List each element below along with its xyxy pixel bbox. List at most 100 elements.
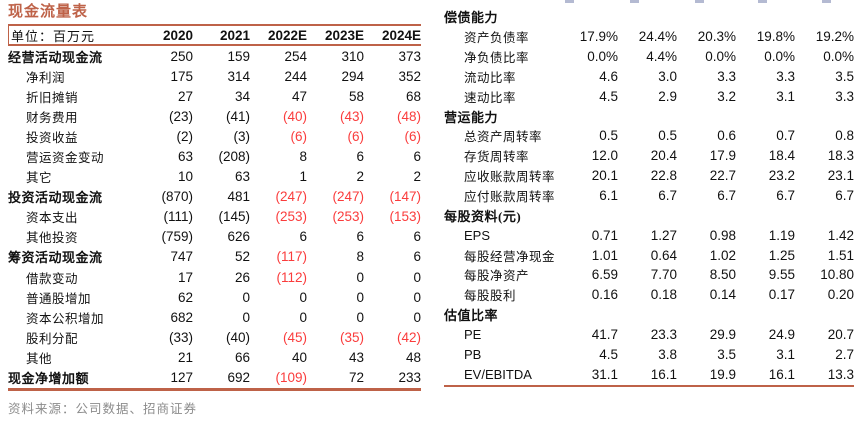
row-label: EV/EBITDA	[464, 366, 532, 382]
value-cell: 26	[234, 269, 250, 285]
row-label: 每股经营净现金	[464, 249, 556, 264]
row-label: 投资收益	[26, 130, 79, 145]
value-cell: 16.1	[650, 366, 677, 382]
row-label: 每股净资产	[464, 269, 530, 284]
value-cell: 3.8	[658, 346, 677, 362]
value-cell: 0.5	[658, 128, 677, 144]
value-cell: 2.7	[835, 346, 854, 362]
value-cell: 233	[398, 370, 421, 386]
value-cell: 747	[170, 249, 193, 265]
value-cell: 1.01	[591, 247, 618, 263]
table-row: 筹资活动现金流 747 52 (117) 8 6	[8, 247, 421, 267]
value-cell: 3.2	[717, 88, 736, 104]
source-note: 资料来源：公司数据、招商证券	[8, 401, 198, 416]
value-cell: 6.7	[776, 188, 795, 204]
value-cell: 2	[356, 169, 364, 185]
table-row: 每股股利 0.16 0.18 0.14 0.17 0.20	[444, 285, 854, 305]
row-label: 筹资活动现金流	[8, 250, 103, 266]
value-cell: 13.3	[827, 366, 854, 382]
table-row: EPS 0.71 1.27 0.98 1.19 1.42	[444, 225, 854, 245]
value-cell: 682	[170, 309, 193, 325]
table-row: 投资收益 (2) (3) (6) (6) (6)	[8, 126, 421, 146]
value-cell: 0.71	[591, 227, 618, 243]
value-cell: 352	[398, 68, 421, 84]
value-cell: 1.51	[827, 247, 854, 263]
year-cell: 2021	[219, 27, 250, 43]
value-cell: (35)	[339, 329, 364, 345]
value-cell: 373	[398, 48, 421, 64]
row-label: 速动比率	[464, 90, 517, 105]
year-cell: 2022E	[267, 27, 307, 43]
value-cell: 29.9	[709, 326, 736, 342]
value-cell: 52	[234, 249, 250, 265]
value-cell: 43	[348, 349, 364, 365]
row-label: 借款变动	[26, 271, 79, 286]
value-cell: 6.59	[591, 267, 618, 283]
row-label: 净利润	[26, 70, 66, 85]
value-cell: 3.1	[776, 88, 795, 104]
value-cell: 127	[170, 370, 193, 386]
value-cell: (43)	[339, 108, 364, 124]
value-cell: 10.80	[820, 267, 854, 283]
value-cell: (145)	[218, 209, 250, 225]
value-cell: 0.0%	[705, 49, 736, 65]
value-cell: 16.1	[768, 366, 795, 382]
value-cell: 3.5	[835, 68, 854, 84]
value-cell: 4.5	[599, 346, 618, 362]
value-cell: 6.7	[658, 188, 677, 204]
value-cell: 2	[413, 169, 421, 185]
table-row: 经营活动现金流 250 159 254 310 373	[8, 46, 421, 66]
value-cell: 0.98	[709, 227, 736, 243]
value-cell: (247)	[275, 189, 307, 205]
value-cell: 1.42	[827, 227, 854, 243]
value-cell: 0.17	[768, 287, 795, 303]
value-cell: (48)	[396, 108, 421, 124]
value-cell: 1.02	[709, 247, 736, 263]
value-cell: 21	[177, 349, 193, 365]
row-label: 流动比率	[464, 70, 517, 85]
row-label: EPS	[464, 227, 491, 243]
ratio-rows: 偿债能力 资产负债率 17.9% 24.4% 20.3% 19.8% 19.2% 净负债比率 0…	[444, 7, 854, 384]
value-cell: 6	[413, 249, 421, 265]
value-cell: (23)	[168, 108, 193, 124]
value-cell: 0	[356, 289, 364, 305]
table-row: 资本公积增加 682 0 0 0 0	[8, 307, 421, 327]
value-cell: (153)	[389, 209, 421, 225]
row-label: 资产负债率	[464, 31, 530, 46]
table-row: 投资活动现金流 (870) 481 (247) (247) (147)	[8, 187, 421, 207]
row-label: 股利分配	[26, 331, 79, 346]
value-cell: 0	[299, 289, 307, 305]
value-cell: (111)	[163, 209, 193, 225]
section-header-row: 营运能力	[444, 106, 854, 126]
table-row: 财务费用 (23) (41) (40) (43) (48)	[8, 106, 421, 126]
value-cell: 250	[170, 48, 193, 64]
value-cell: 23.3	[650, 326, 677, 342]
value-cell: 0	[356, 269, 364, 285]
row-label: 营运能力	[444, 109, 499, 125]
table-row: 营运资金变动 63 (208) 8 6 6	[8, 146, 421, 166]
value-cell: 0.14	[709, 287, 736, 303]
value-cell: 3.0	[658, 68, 677, 84]
value-cell: 6.7	[835, 188, 854, 204]
value-cell: (147)	[389, 189, 421, 205]
section-header-row: 估值比率	[444, 305, 854, 325]
row-label: 应付账款周转率	[464, 190, 556, 205]
value-cell: 175	[170, 68, 193, 84]
value-cell: 0.8	[835, 128, 854, 144]
value-cell: (40)	[282, 108, 307, 124]
value-cell: 6.1	[599, 188, 618, 204]
value-cell: 8.50	[709, 267, 736, 283]
value-cell: 310	[341, 48, 364, 64]
table-row: 折旧摊销 27 34 47 58 68	[8, 86, 421, 106]
value-cell: 22.8	[650, 168, 677, 184]
year-cell: 2023E	[324, 27, 364, 43]
value-cell: 8	[356, 249, 364, 265]
table-row: 股利分配 (33) (40) (45) (35) (42)	[8, 327, 421, 347]
value-cell: (42)	[396, 329, 421, 345]
value-cell: (759)	[161, 229, 193, 245]
table-bottom-rule	[8, 388, 421, 391]
value-cell: 23.1	[827, 168, 854, 184]
table-row: 存货周转率 12.0 20.4 17.9 18.4 18.3	[444, 146, 854, 166]
value-cell: 68	[405, 88, 421, 104]
